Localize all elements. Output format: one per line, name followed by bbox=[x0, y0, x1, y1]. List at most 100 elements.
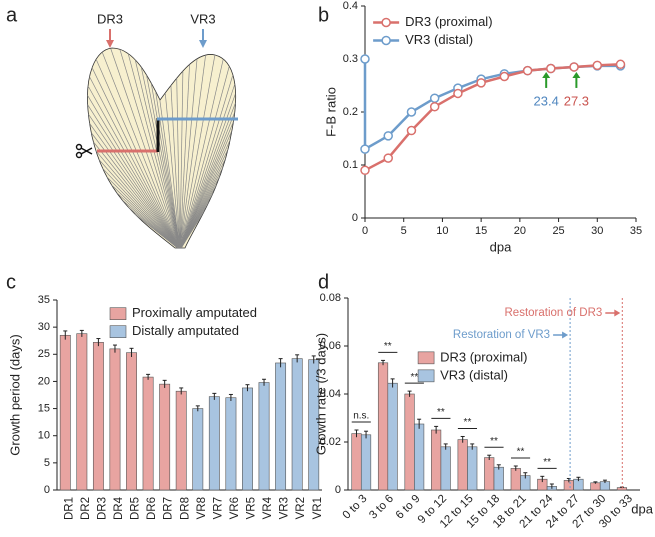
data-point bbox=[615, 59, 626, 70]
fin-ray bbox=[179, 54, 216, 248]
bar bbox=[377, 362, 389, 491]
x-tick-label: DR6 bbox=[146, 497, 158, 520]
diagram-arrowhead bbox=[106, 40, 114, 48]
panel-letter: a bbox=[6, 4, 18, 26]
data-point bbox=[360, 144, 370, 154]
bar bbox=[484, 457, 495, 491]
legend-label: Distally amputated bbox=[132, 323, 239, 338]
fin-ray bbox=[179, 59, 224, 248]
x-axis-label: dpa bbox=[490, 239, 512, 254]
significance-label: ** bbox=[490, 436, 498, 447]
bar bbox=[510, 468, 521, 491]
y-tick-label: 10 bbox=[38, 430, 50, 442]
bar bbox=[109, 348, 121, 491]
x-tick-label: 0 to 3 bbox=[341, 493, 370, 522]
bar bbox=[457, 439, 468, 491]
panel-letter: c bbox=[6, 271, 16, 293]
bar bbox=[414, 423, 425, 491]
fin-ray bbox=[111, 184, 181, 248]
bar bbox=[142, 376, 154, 491]
y-axis-label: F-B ratio bbox=[323, 87, 338, 137]
fin-ray bbox=[179, 64, 190, 248]
y-tick-label: 0 bbox=[352, 212, 358, 224]
panel-letter: b bbox=[318, 4, 329, 26]
legend-swatch bbox=[417, 351, 435, 365]
restoration-label: Restoration of DR3 bbox=[505, 307, 603, 319]
diagram-label: DR3 bbox=[97, 11, 123, 26]
fin-ray bbox=[87, 95, 181, 248]
restoration-label: Restoration of VR3 bbox=[453, 329, 550, 341]
fin-ray bbox=[179, 74, 234, 248]
legend-swatch bbox=[109, 307, 127, 321]
fin-ray bbox=[170, 85, 181, 248]
fin-ray bbox=[176, 78, 181, 248]
bar bbox=[590, 482, 601, 491]
x-tick-label: DR3 bbox=[96, 497, 108, 520]
data-point bbox=[592, 60, 603, 71]
fin-ray bbox=[140, 66, 181, 248]
significance-label: n.s. bbox=[353, 411, 369, 422]
data-point bbox=[360, 165, 370, 176]
legend-swatch bbox=[109, 325, 127, 339]
fin-ray bbox=[150, 82, 181, 248]
fin-ray bbox=[89, 76, 181, 248]
y-tick-label: 5 bbox=[44, 457, 50, 469]
restoration-arrowhead bbox=[614, 309, 621, 317]
restoration-arrowhead bbox=[562, 331, 569, 339]
data-point bbox=[429, 101, 440, 112]
fin-ray bbox=[110, 48, 181, 248]
y-axis-label: Growth period (days) bbox=[7, 334, 22, 455]
y-tick-label: 0.2 bbox=[343, 106, 358, 118]
bar bbox=[59, 334, 71, 491]
bar bbox=[440, 446, 451, 491]
fin-ray bbox=[179, 55, 206, 248]
data-point bbox=[453, 88, 463, 99]
significance-label: ** bbox=[543, 457, 551, 468]
bar bbox=[467, 446, 478, 491]
x-tick-label: 15 bbox=[475, 225, 487, 237]
x-tick-label: 35 bbox=[630, 225, 642, 237]
bar bbox=[387, 382, 398, 491]
series-line bbox=[364, 63, 621, 172]
x-tick-label: DR5 bbox=[130, 497, 142, 520]
y-tick-label: 0 bbox=[44, 484, 50, 496]
fin-ray bbox=[95, 59, 181, 248]
legend-label: VR3 (distal) bbox=[405, 32, 473, 47]
bar bbox=[431, 429, 442, 491]
diagram-arrowhead bbox=[199, 40, 207, 48]
fin-ray bbox=[179, 102, 236, 248]
data-point bbox=[406, 107, 417, 117]
x-tick-label: 5 bbox=[401, 225, 407, 237]
bar bbox=[225, 397, 237, 491]
fin-rays bbox=[87, 48, 236, 248]
bar bbox=[404, 393, 415, 491]
data-point bbox=[476, 78, 486, 88]
legend-label: Proximally amputated bbox=[132, 305, 257, 320]
fin-ray bbox=[98, 159, 181, 248]
bar bbox=[242, 387, 253, 491]
x-tick-label: DR2 bbox=[80, 497, 92, 520]
fin-ray bbox=[87, 104, 181, 248]
annotation-label: 23.4 bbox=[534, 93, 559, 108]
y-tick-label: 0.1 bbox=[343, 159, 358, 171]
x-axis-label: dpa bbox=[631, 501, 653, 516]
bar bbox=[92, 342, 104, 491]
bar bbox=[258, 382, 270, 491]
x-tick-label: DR8 bbox=[179, 497, 191, 520]
significance-label: ** bbox=[384, 341, 392, 352]
legend-marker bbox=[381, 17, 391, 28]
legend-label: DR3 (proximal) bbox=[440, 349, 527, 364]
annotation-label: 27.3 bbox=[564, 93, 589, 108]
bar bbox=[175, 390, 187, 491]
x-tick-label: VR7 bbox=[212, 497, 224, 519]
significance-label: ** bbox=[517, 447, 525, 458]
x-tick-label: 25 bbox=[552, 225, 564, 237]
y-axis-label: Growth rate (/3 days) bbox=[313, 333, 328, 455]
fin-ray bbox=[179, 112, 236, 248]
data-point bbox=[383, 131, 393, 141]
fin-ray bbox=[179, 130, 233, 248]
significance-label: ** bbox=[437, 407, 445, 418]
y-tick-label: 0.08 bbox=[320, 292, 341, 304]
legend-label: VR3 (distal) bbox=[440, 367, 508, 382]
